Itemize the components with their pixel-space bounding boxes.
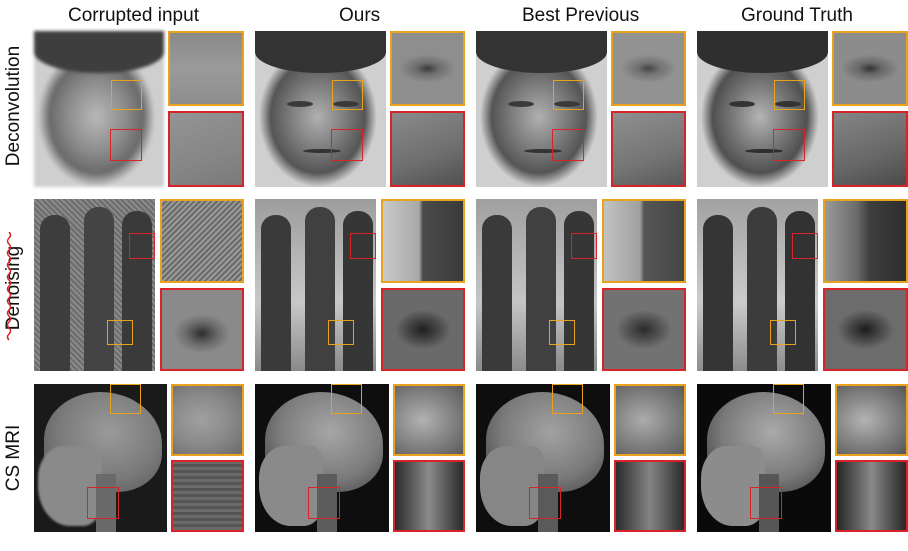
deconvolution-ground-truth-zoom-cheek — [832, 111, 908, 187]
denoising-corrupted-image — [34, 199, 155, 371]
column-title-corrupted-input: Corrupted input — [68, 5, 199, 26]
cs-mri-best-previous-zoom-bottom — [614, 460, 686, 532]
denoising-ground-truth-zoom-bottom — [823, 288, 908, 371]
row-label-cs-mri: CS MRI — [3, 424, 24, 492]
deconvolution-corrupted-zoom-cheek — [168, 111, 244, 187]
denoising-ours-zoom-bottom — [381, 288, 465, 371]
cs-mri-ground-truth-zoom-bottom — [835, 460, 908, 532]
deconvolution-ours-zoom-cheek — [390, 111, 465, 187]
denoising-corrupted-zoom-top — [160, 199, 244, 283]
cs-mri-ours-zoom-top — [393, 384, 465, 456]
deconvolution-best-previous-zoom-cheek — [611, 111, 686, 187]
deconvolution-ours-zoom-eye — [390, 31, 465, 106]
denoising-ground-truth-image — [697, 199, 818, 371]
denoising-best-previous-zoom-top — [602, 199, 686, 283]
cs-mri-ground-truth-zoom-top — [835, 384, 908, 456]
denoising-best-previous-zoom-bottom — [602, 288, 686, 371]
deconvolution-corrupted-image — [34, 31, 164, 187]
deconvolution-corrupted-zoom-eye — [168, 31, 244, 106]
cs-mri-ground-truth-image — [697, 384, 831, 532]
cs-mri-ours-image — [255, 384, 389, 532]
cs-mri-corrupted-zoom-bottom — [171, 460, 244, 532]
spellcheck-squiggle — [6, 232, 12, 341]
denoising-ours-zoom-top — [381, 199, 465, 283]
column-title-ours: Ours — [339, 5, 381, 26]
column-title-ground-truth: Ground Truth — [741, 5, 853, 26]
denoising-best-previous-image — [476, 199, 597, 371]
deconvolution-ground-truth-image — [697, 31, 828, 187]
denoising-ground-truth-zoom-top — [823, 199, 908, 283]
deconvolution-best-previous-zoom-eye — [611, 31, 686, 106]
column-title-best-previous: Best Previous — [522, 5, 640, 26]
cs-mri-best-previous-image — [476, 384, 610, 532]
denoising-corrupted-zoom-bottom — [160, 288, 244, 371]
cs-mri-ours-zoom-bottom — [393, 460, 465, 532]
row-label-deconvolution: Deconvolution — [3, 45, 24, 167]
denoising-ours-image — [255, 199, 376, 371]
deconvolution-best-previous-image — [476, 31, 607, 187]
deconvolution-ground-truth-zoom-eye — [832, 31, 908, 106]
deconvolution-ours-image — [255, 31, 386, 187]
cs-mri-best-previous-zoom-top — [614, 384, 686, 456]
cs-mri-corrupted-zoom-top — [171, 384, 244, 456]
cs-mri-corrupted-image — [34, 384, 167, 532]
